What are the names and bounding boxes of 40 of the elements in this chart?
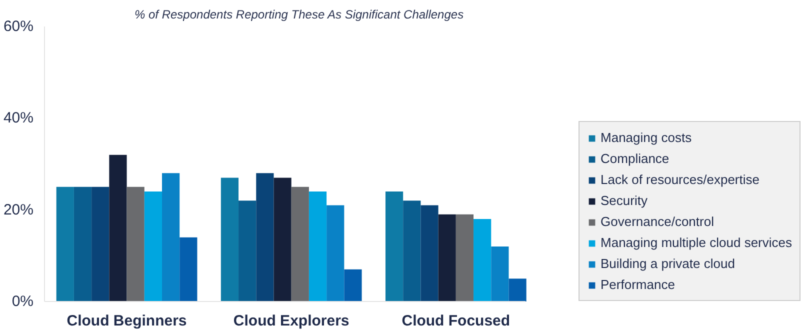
bar — [92, 186, 110, 302]
y-tick-label: 20% — [3, 201, 34, 218]
bar — [491, 246, 509, 302]
bar — [474, 219, 492, 302]
legend-label: Security — [600, 193, 648, 208]
bar — [126, 186, 144, 302]
legend-label: Performance — [600, 277, 675, 292]
legend-label: Governance/control — [600, 214, 714, 229]
bar — [256, 173, 274, 302]
y-tick-label: 60% — [3, 18, 34, 35]
bar — [326, 205, 344, 302]
bar — [220, 178, 239, 302]
bar — [274, 178, 292, 302]
bar — [56, 186, 74, 302]
bar — [291, 186, 309, 302]
chart-title: % of Respondents Reporting These As Significant Challenges — [134, 8, 464, 22]
bar — [74, 186, 92, 302]
legend-label: Building a private cloud — [600, 256, 735, 271]
bar — [456, 214, 474, 302]
legend-label: Compliance — [600, 151, 670, 166]
bar — [109, 154, 127, 302]
bar — [420, 205, 438, 302]
bar — [308, 192, 327, 302]
bar — [238, 200, 256, 302]
bar — [385, 192, 404, 302]
x-tick-label: Cloud Beginners — [66, 312, 187, 330]
legend-label: Managing multiple cloud services — [600, 235, 792, 250]
x-tick-label: Cloud Explorers — [233, 312, 350, 330]
bar — [438, 214, 456, 302]
y-tick-label: 40% — [3, 110, 34, 127]
legend-label: Managing costs — [600, 130, 692, 145]
legend-label: Lack of resources/expertise — [600, 172, 760, 187]
bar — [344, 269, 362, 302]
x-tick-label: Cloud Focused — [402, 312, 510, 330]
bar — [180, 237, 198, 302]
y-tick-label: 0% — [12, 293, 34, 310]
bar — [144, 192, 162, 302]
bar — [508, 278, 526, 302]
bar — [162, 173, 180, 302]
bar — [403, 200, 421, 302]
